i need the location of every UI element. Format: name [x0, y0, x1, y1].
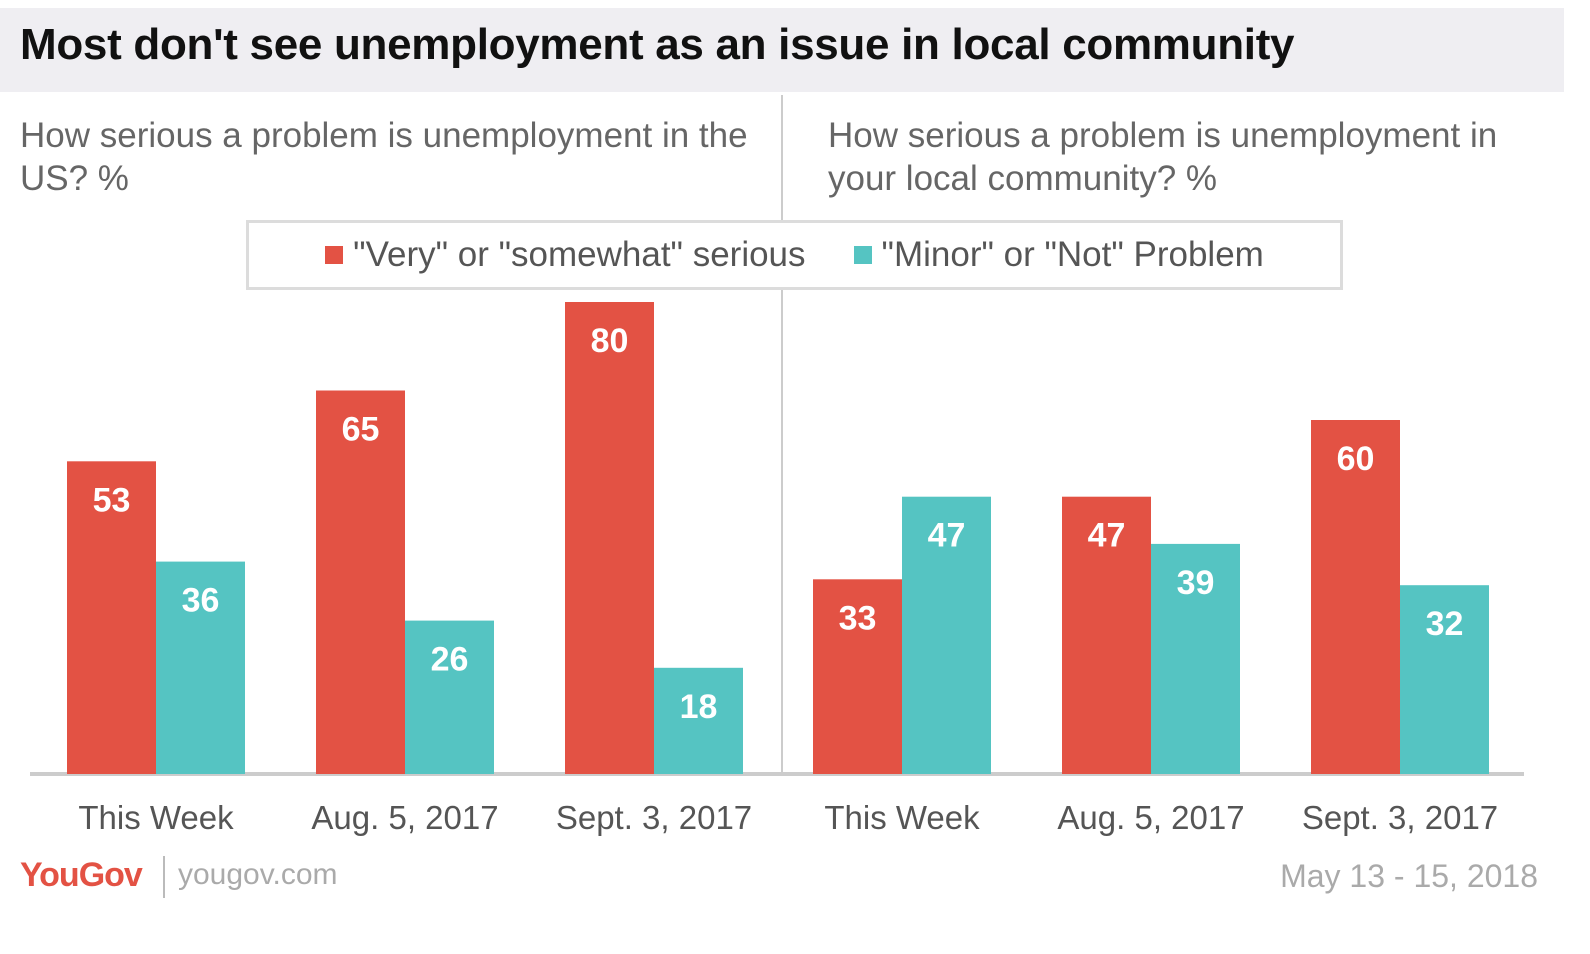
x-tick-label-right-1: Aug. 5, 2017 — [1057, 799, 1244, 836]
chart-title: Most don't see unemployment as an issue … — [20, 20, 1295, 69]
bar-right-1-serious — [1062, 496, 1151, 774]
x-tick-label-left-0: This Week — [78, 799, 234, 836]
legend-label-serious: "Very" or "somewhat" serious — [353, 235, 806, 274]
data-label-right-0-minor: 47 — [928, 517, 966, 555]
data-label-left-1-serious: 65 — [342, 411, 380, 449]
x-tick-label-left-1: Aug. 5, 2017 — [311, 799, 498, 836]
bar-left-1-minor — [405, 620, 494, 774]
legend-swatch-red — [325, 246, 344, 264]
footer-date: May 13 - 15, 2018 — [1280, 858, 1538, 894]
data-label-left-0-minor: 36 — [182, 582, 220, 620]
bar-left-1-serious — [316, 390, 405, 774]
x-tick-label-right-0: This Week — [824, 799, 980, 836]
legend-label-minor: "Minor" or "Not" Problem — [881, 235, 1264, 274]
data-label-right-2-minor: 32 — [1426, 605, 1464, 643]
legend-item-serious: "Very" or "somewhat" serious — [325, 235, 806, 275]
bar-right-0-minor — [902, 496, 991, 774]
yougov-logo: YouGov — [20, 856, 143, 894]
bar-left-2-serious — [565, 302, 654, 774]
legend-swatch-teal — [853, 246, 872, 264]
data-label-right-1-serious: 47 — [1088, 517, 1126, 555]
footer-site[interactable]: yougov.com — [178, 858, 338, 891]
data-label-left-0-serious: 53 — [93, 481, 131, 519]
bar-right-0-serious — [813, 579, 902, 774]
data-label-right-0-serious: 33 — [839, 599, 877, 637]
legend: "Very" or "somewhat" serious "Minor" or … — [246, 220, 1343, 290]
footer-divider — [163, 856, 165, 898]
data-label-right-2-serious: 60 — [1337, 440, 1375, 478]
bar-left-0-serious — [67, 461, 156, 774]
bar-left-2-minor — [654, 667, 743, 774]
panel-right-subtitle: How serious a problem is unemployment in… — [828, 116, 1498, 198]
bar-right-1-minor — [1151, 543, 1240, 774]
data-label-left-2-serious: 80 — [591, 322, 629, 360]
data-label-left-2-minor: 18 — [680, 688, 718, 726]
data-label-left-1-minor: 26 — [431, 641, 469, 679]
legend-item-minor: "Minor" or "Not" Problem — [853, 235, 1264, 275]
bar-left-0-minor — [156, 561, 245, 774]
title-bar — [0, 8, 1564, 92]
bar-right-2-minor — [1400, 585, 1489, 774]
x-tick-label-right-2: Sept. 3, 2017 — [1302, 799, 1498, 836]
data-label-right-1-minor: 39 — [1177, 564, 1215, 602]
bar-right-2-serious — [1311, 420, 1400, 774]
x-tick-label-left-2: Sept. 3, 2017 — [556, 799, 752, 836]
panel-left-subtitle: How serious a problem is unemployment in… — [20, 116, 748, 198]
